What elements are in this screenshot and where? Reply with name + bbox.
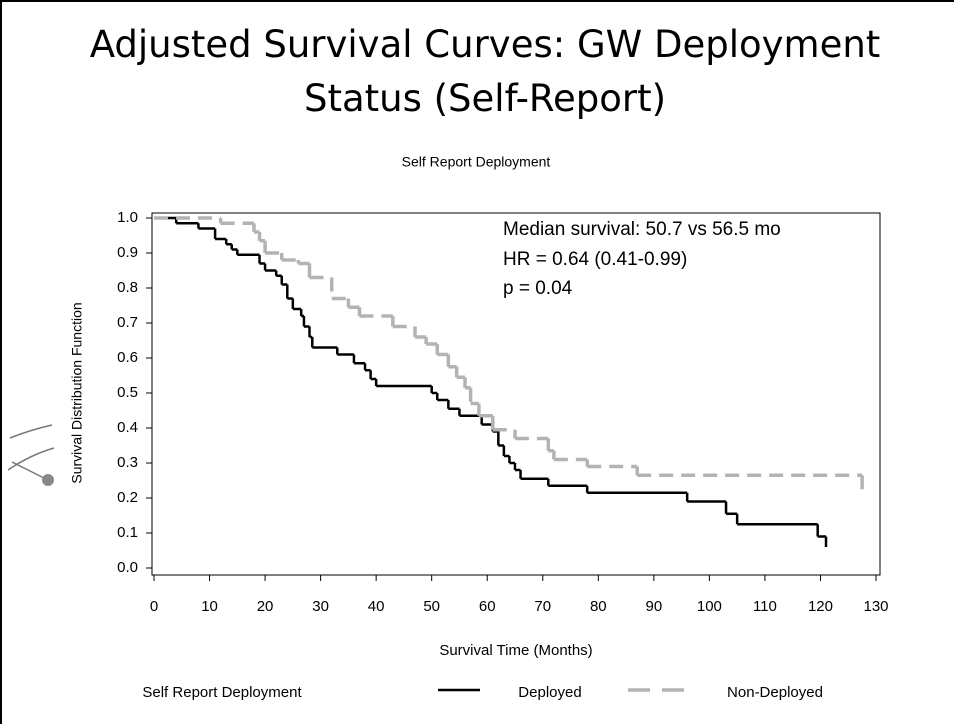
y-tick-label: 0.2 (117, 489, 138, 506)
y-tick-label: 0.1 (117, 524, 138, 541)
y-tick-label: 0.8 (117, 279, 138, 296)
deco-dot (42, 474, 54, 486)
x-tick-label: 120 (808, 598, 833, 615)
x-tick-label: 30 (312, 598, 329, 615)
x-tick-label: 80 (590, 598, 607, 615)
chart-title: Self Report Deployment (402, 154, 551, 170)
slide-title: Adjusted Survival Curves: GW Deployment S… (90, 23, 881, 120)
x-tick-label: 130 (863, 598, 888, 615)
x-tick-label: 50 (423, 598, 440, 615)
decoration (7, 424, 55, 486)
y-tick-label: 0.0 (117, 559, 138, 576)
y-tick-label: 0.5 (117, 384, 138, 401)
y-tick-label: 0.7 (117, 314, 138, 331)
annotation: Median survival: 50.7 vs 56.5 mo (503, 219, 781, 240)
annotation: HR = 0.64 (0.41-0.99) (503, 249, 687, 270)
plot-frame (151, 212, 881, 576)
x-axis-label: Survival Time (Months) (439, 642, 592, 659)
x-tick-label: 70 (534, 598, 551, 615)
y-tick-label: 0.3 (117, 454, 138, 471)
x-tick-label: 40 (368, 598, 385, 615)
title-line: Status (Self-Report) (304, 77, 666, 120)
y-axis-label: Survival Distribution Function (69, 302, 85, 483)
deco-line (9, 424, 53, 439)
title-line: Adjusted Survival Curves: GW Deployment (90, 23, 881, 66)
x-tick-label: 90 (646, 598, 663, 615)
x-tick-label: 0 (150, 598, 158, 615)
y-tick-label: 0.6 (117, 349, 138, 366)
x-tick-label: 10 (201, 598, 218, 615)
x-tick-label: 110 (753, 598, 777, 615)
deco-line (7, 447, 55, 471)
annotation: p = 0.04 (503, 278, 573, 299)
legend-label: Non-Deployed (727, 684, 823, 701)
legend-label: Deployed (518, 684, 581, 701)
x-tick-label: 100 (697, 598, 722, 615)
y-tick-label: 0.4 (117, 419, 138, 436)
y-tick-label: 1.0 (117, 209, 138, 226)
x-tick-label: 20 (257, 598, 274, 615)
y-tick-label: 0.9 (117, 244, 138, 261)
x-tick-label: 60 (479, 598, 496, 615)
deco-line (11, 461, 49, 481)
legend-title: Self Report Deployment (142, 684, 302, 701)
